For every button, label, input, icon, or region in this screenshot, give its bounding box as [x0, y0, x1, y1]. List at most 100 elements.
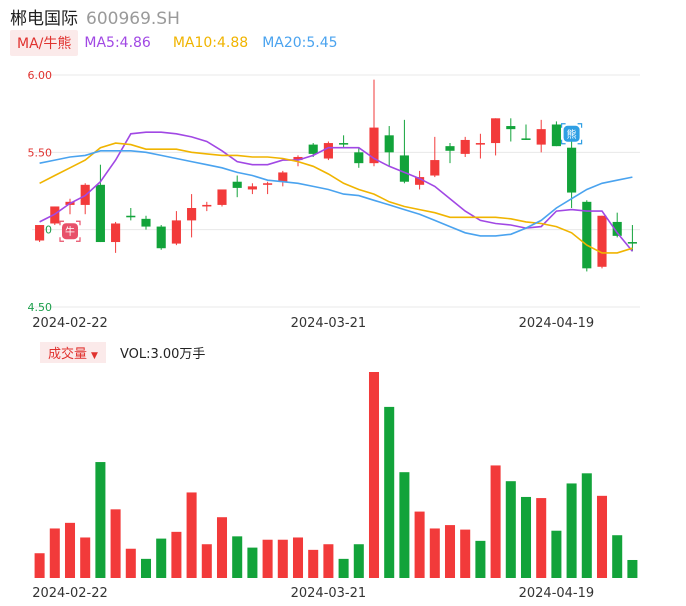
- candle-body: [339, 143, 349, 145]
- stock-code: 600969.SH: [86, 9, 180, 29]
- dropdown-arrow-icon: ▼: [91, 350, 98, 361]
- candle-body: [187, 208, 197, 221]
- price-date-axis: 2024-02-22 2024-03-21 2024-04-19: [32, 316, 594, 331]
- candle-body: [126, 215, 136, 218]
- candle-body: [247, 186, 257, 190]
- stock-name: 郴电国际: [10, 9, 78, 29]
- volume-bar: [612, 535, 623, 578]
- volume-bar: [34, 553, 45, 578]
- volume-bar: [156, 538, 167, 578]
- ma20-line: [39, 150, 633, 237]
- date-tick-label: 2024-04-19: [519, 586, 595, 601]
- candle-body: [111, 223, 121, 243]
- volume-bar: [64, 522, 76, 578]
- candle-body: [232, 181, 242, 188]
- volume-bar: [308, 549, 319, 578]
- candle-body: [567, 147, 577, 193]
- price-tick-label: 4.50: [28, 301, 53, 314]
- volume-bar: [140, 558, 152, 578]
- volume-bar: [520, 496, 532, 578]
- candle-body: [293, 156, 303, 161]
- volume-date-axis: 2024-02-22 2024-03-21 2024-04-19: [32, 586, 594, 601]
- candle-body: [415, 177, 425, 185]
- candle-body: [430, 160, 440, 176]
- candle-body: [156, 226, 166, 249]
- candle-body: [399, 155, 409, 182]
- volume-bar: [627, 559, 638, 578]
- volume-bar: [490, 465, 501, 578]
- candle-body: [323, 143, 333, 159]
- candle-body: [217, 189, 227, 205]
- volume-bar: [475, 540, 486, 578]
- candle-body: [491, 118, 501, 144]
- volume-bar: [444, 525, 456, 578]
- candle-body: [536, 129, 546, 145]
- price-tick-label: 6.00: [28, 69, 53, 82]
- ma10-line: [39, 142, 633, 254]
- price-grid: [32, 74, 640, 308]
- volume-bar: [247, 547, 258, 578]
- volume-bar: [201, 544, 212, 578]
- candle-body: [95, 184, 105, 243]
- ma-legend: MA/牛熊 MA5:4.86 MA10:4.88 MA20:5.45: [10, 30, 338, 56]
- volume-indicator-label: 成交量: [48, 346, 88, 362]
- candle-body: [612, 221, 622, 236]
- volume-bar: [232, 536, 243, 578]
- volume-bar: [95, 462, 106, 578]
- price-tick-label: 5.50: [28, 146, 53, 159]
- date-tick-label: 2024-02-22: [32, 316, 108, 331]
- candle-body: [445, 146, 455, 151]
- candle-body: [597, 215, 607, 267]
- volume-bar: [262, 539, 273, 578]
- volume-bar: [551, 530, 562, 578]
- volume-bar: [216, 517, 228, 578]
- bull-marker-badge: [62, 223, 78, 240]
- candle-body: [582, 201, 592, 269]
- date-tick-label: 2024-04-19: [519, 316, 595, 331]
- volume-bar: [125, 548, 136, 578]
- volume-bar: [399, 472, 410, 578]
- ma-indicator-selector[interactable]: MA/牛熊: [10, 30, 79, 56]
- candle-body: [308, 144, 318, 154]
- volume-bar: [505, 481, 516, 578]
- bull-marker: 牛: [59, 220, 81, 242]
- volume-bar: [353, 544, 364, 578]
- ma10-value: MA10:4.88: [172, 35, 249, 51]
- volume-bar: [80, 537, 91, 578]
- volume-bar: [338, 558, 349, 578]
- date-tick-label: 2024-03-21: [291, 586, 367, 601]
- bull-marker-label: 牛: [65, 225, 75, 238]
- date-tick-label: 2024-02-22: [32, 586, 108, 601]
- volume-bar: [566, 483, 577, 578]
- volume-bar: [414, 511, 425, 578]
- candle-body: [460, 139, 470, 154]
- ma20-value: MA20:5.45: [262, 35, 338, 51]
- volume-bar: [292, 537, 304, 578]
- volume-bar: [536, 498, 547, 578]
- volume-bar: [277, 539, 288, 578]
- candlestick-series: [35, 79, 637, 272]
- volume-bar: [368, 372, 380, 578]
- moving-average-lines: [39, 131, 634, 254]
- candle-body: [35, 225, 45, 241]
- candle-body: [263, 183, 273, 185]
- volume-bar: [323, 544, 334, 578]
- candle-body: [354, 152, 364, 164]
- candle-body: [369, 127, 379, 164]
- bear-marker-label: 熊: [567, 128, 577, 141]
- price-axis: 6.005.505.04.50: [28, 69, 53, 314]
- volume-bar: [460, 529, 471, 578]
- volume-indicator-selector[interactable]: 成交量 ▼: [40, 341, 106, 363]
- candle-body: [475, 143, 485, 145]
- candle-body: [551, 124, 561, 147]
- bull-marker-frame: [59, 220, 81, 242]
- ma5-line: [39, 131, 634, 252]
- stock-header: 郴电国际 600969.SH: [10, 4, 180, 30]
- volume-bar: [429, 528, 440, 578]
- date-tick-label: 2024-03-21: [291, 316, 367, 331]
- volume-bar: [186, 492, 197, 578]
- volume-bars: [34, 372, 638, 578]
- volume-value: VOL:3.00万手: [119, 346, 206, 362]
- volume-bar: [596, 495, 608, 578]
